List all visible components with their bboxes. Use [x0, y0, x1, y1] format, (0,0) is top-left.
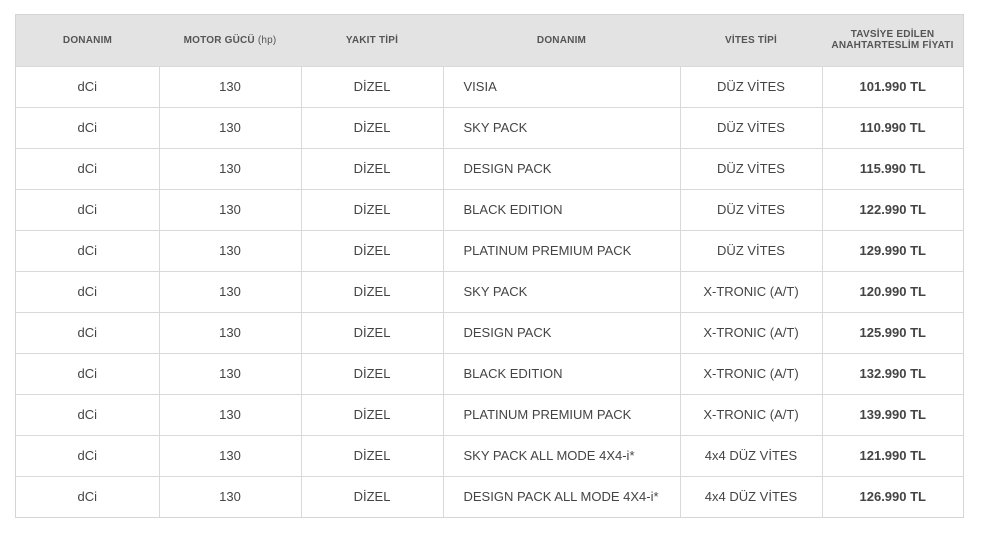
- table-row: dCi 130 DİZEL PLATINUM PREMIUM PACK X-TRONIC…: [16, 393, 963, 435]
- cell-power: 130: [158, 229, 301, 271]
- cell-engine: dCi: [16, 106, 159, 148]
- cell-trim: SKY PACK: [442, 106, 680, 148]
- cell-engine: dCi: [16, 65, 159, 107]
- cell-engine: dCi: [16, 434, 159, 476]
- cell-power: 130: [158, 106, 301, 148]
- cell-gearbox: X-TRONIC (A/T): [679, 352, 822, 394]
- table-row: dCi 130 DİZEL PLATINUM PREMIUM PACK DÜZ VİTE…: [16, 229, 963, 271]
- cell-engine: dCi: [16, 229, 159, 271]
- header-motor-unit: (hp): [257, 34, 277, 46]
- header-fiyat-line2: ANAHTARTESLİM FİYATI: [831, 40, 954, 52]
- cell-gearbox: DÜZ VİTES: [679, 188, 822, 230]
- table-row: dCi 130 DİZEL SKY PACK X-TRONIC (A/T) 120.990…: [16, 270, 963, 312]
- header-donanim: DONANIM: [62, 34, 113, 46]
- cell-fuel: DİZEL: [300, 270, 443, 312]
- header-donanim-trim: DONANIM: [536, 34, 587, 46]
- cell-trim: DESIGN PACK: [442, 311, 680, 353]
- cell-trim: VISIA: [442, 65, 680, 107]
- cell-price: 115.990 TL: [821, 147, 963, 189]
- price-table: DONANIM MOTOR GÜCÜ (hp) YAKIT TİPİ DONAN…: [16, 15, 963, 517]
- cell-engine: dCi: [16, 270, 159, 312]
- cell-trim: DESIGN PACK: [442, 147, 680, 189]
- cell-power: 130: [158, 188, 301, 230]
- cell-trim: DESIGN PACK ALL MODE 4X4-i*: [442, 475, 680, 517]
- cell-engine: dCi: [16, 188, 159, 230]
- cell-power: 130: [158, 434, 301, 476]
- cell-fuel: DİZEL: [300, 229, 443, 271]
- cell-power: 130: [158, 475, 301, 517]
- table-row: dCi 130 DİZEL SKY PACK ALL MODE 4X4-i* 4x4 D…: [16, 434, 963, 476]
- cell-power: 130: [158, 65, 301, 107]
- cell-price: 139.990 TL: [821, 393, 963, 435]
- cell-gearbox: X-TRONIC (A/T): [679, 393, 822, 435]
- cell-trim: SKY PACK ALL MODE 4X4-i*: [442, 434, 680, 476]
- table-row: dCi 130 DİZEL BLACK EDITION DÜZ VİTES 122.990…: [16, 188, 963, 230]
- cell-price: 121.990 TL: [821, 434, 963, 476]
- cell-price: 110.990 TL: [821, 106, 963, 148]
- table-header-row: DONANIM MOTOR GÜCÜ (hp) YAKIT TİPİ DONAN…: [16, 15, 963, 66]
- header-fiyat: TAVSİYE EDİLEN ANAHTARTESLİM FİYATI: [822, 15, 963, 66]
- cell-fuel: DİZEL: [300, 147, 443, 189]
- cell-trim: SKY PACK: [442, 270, 680, 312]
- cell-fuel: DİZEL: [300, 434, 443, 476]
- cell-gearbox: X-TRONIC (A/T): [679, 270, 822, 312]
- cell-power: 130: [158, 311, 301, 353]
- cell-price: 129.990 TL: [821, 229, 963, 271]
- cell-gearbox: DÜZ VİTES: [679, 147, 822, 189]
- cell-gearbox: DÜZ VİTES: [679, 65, 822, 107]
- cell-fuel: DİZEL: [300, 188, 443, 230]
- header-yakit-tipi: YAKIT TİPİ: [345, 34, 399, 46]
- cell-gearbox: X-TRONIC (A/T): [679, 311, 822, 353]
- cell-price: 122.990 TL: [821, 188, 963, 230]
- cell-price: 132.990 TL: [821, 352, 963, 394]
- cell-power: 130: [158, 147, 301, 189]
- cell-gearbox: 4x4 DÜZ VİTES: [679, 434, 822, 476]
- cell-fuel: DİZEL: [300, 65, 443, 107]
- cell-gearbox: DÜZ VİTES: [679, 106, 822, 148]
- cell-engine: dCi: [16, 311, 159, 353]
- cell-engine: dCi: [16, 475, 159, 517]
- header-fiyat-line1: TAVSİYE EDİLEN: [850, 29, 935, 41]
- cell-price: 125.990 TL: [821, 311, 963, 353]
- cell-price: 126.990 TL: [821, 475, 963, 517]
- table-row: dCi 130 DİZEL SKY PACK DÜZ VİTES 110.990 TL: [16, 106, 963, 148]
- cell-fuel: DİZEL: [300, 352, 443, 394]
- table-row: dCi 130 DİZEL DESIGN PACK ALL MODE 4X4-i* 4x…: [16, 475, 963, 517]
- cell-power: 130: [158, 352, 301, 394]
- header-motor-gucu: MOTOR GÜCÜ (hp): [159, 15, 301, 66]
- cell-trim: PLATINUM PREMIUM PACK: [442, 393, 680, 435]
- table-row: dCi 130 DİZEL DESIGN PACK DÜZ VİTES 115.990 T…: [16, 147, 963, 189]
- cell-trim: BLACK EDITION: [442, 188, 680, 230]
- price-table-container: DONANIM MOTOR GÜCÜ (hp) YAKIT TİPİ DONAN…: [15, 14, 964, 518]
- cell-gearbox: DÜZ VİTES: [679, 229, 822, 271]
- cell-engine: dCi: [16, 147, 159, 189]
- header-motor-label: MOTOR GÜCÜ: [183, 34, 255, 46]
- cell-gearbox: 4x4 DÜZ VİTES: [679, 475, 822, 517]
- table-row: dCi 130 DİZEL VISIA DÜZ VİTES 101.990 TL: [16, 65, 963, 107]
- cell-fuel: DİZEL: [300, 106, 443, 148]
- cell-price: 101.990 TL: [821, 65, 963, 107]
- header-vites-tipi: VİTES TİPİ: [724, 34, 777, 46]
- cell-engine: dCi: [16, 352, 159, 394]
- cell-trim: BLACK EDITION: [442, 352, 680, 394]
- cell-fuel: DİZEL: [300, 311, 443, 353]
- cell-power: 130: [158, 270, 301, 312]
- cell-fuel: DİZEL: [300, 475, 443, 517]
- table-row: dCi 130 DİZEL DESIGN PACK X-TRONIC (A/T) 125.…: [16, 311, 963, 353]
- cell-fuel: DİZEL: [300, 393, 443, 435]
- table-row: dCi 130 DİZEL BLACK EDITION X-TRONIC (A/T) 13…: [16, 352, 963, 394]
- cell-engine: dCi: [16, 393, 159, 435]
- cell-trim: PLATINUM PREMIUM PACK: [442, 229, 680, 271]
- cell-price: 120.990 TL: [821, 270, 963, 312]
- cell-power: 130: [158, 393, 301, 435]
